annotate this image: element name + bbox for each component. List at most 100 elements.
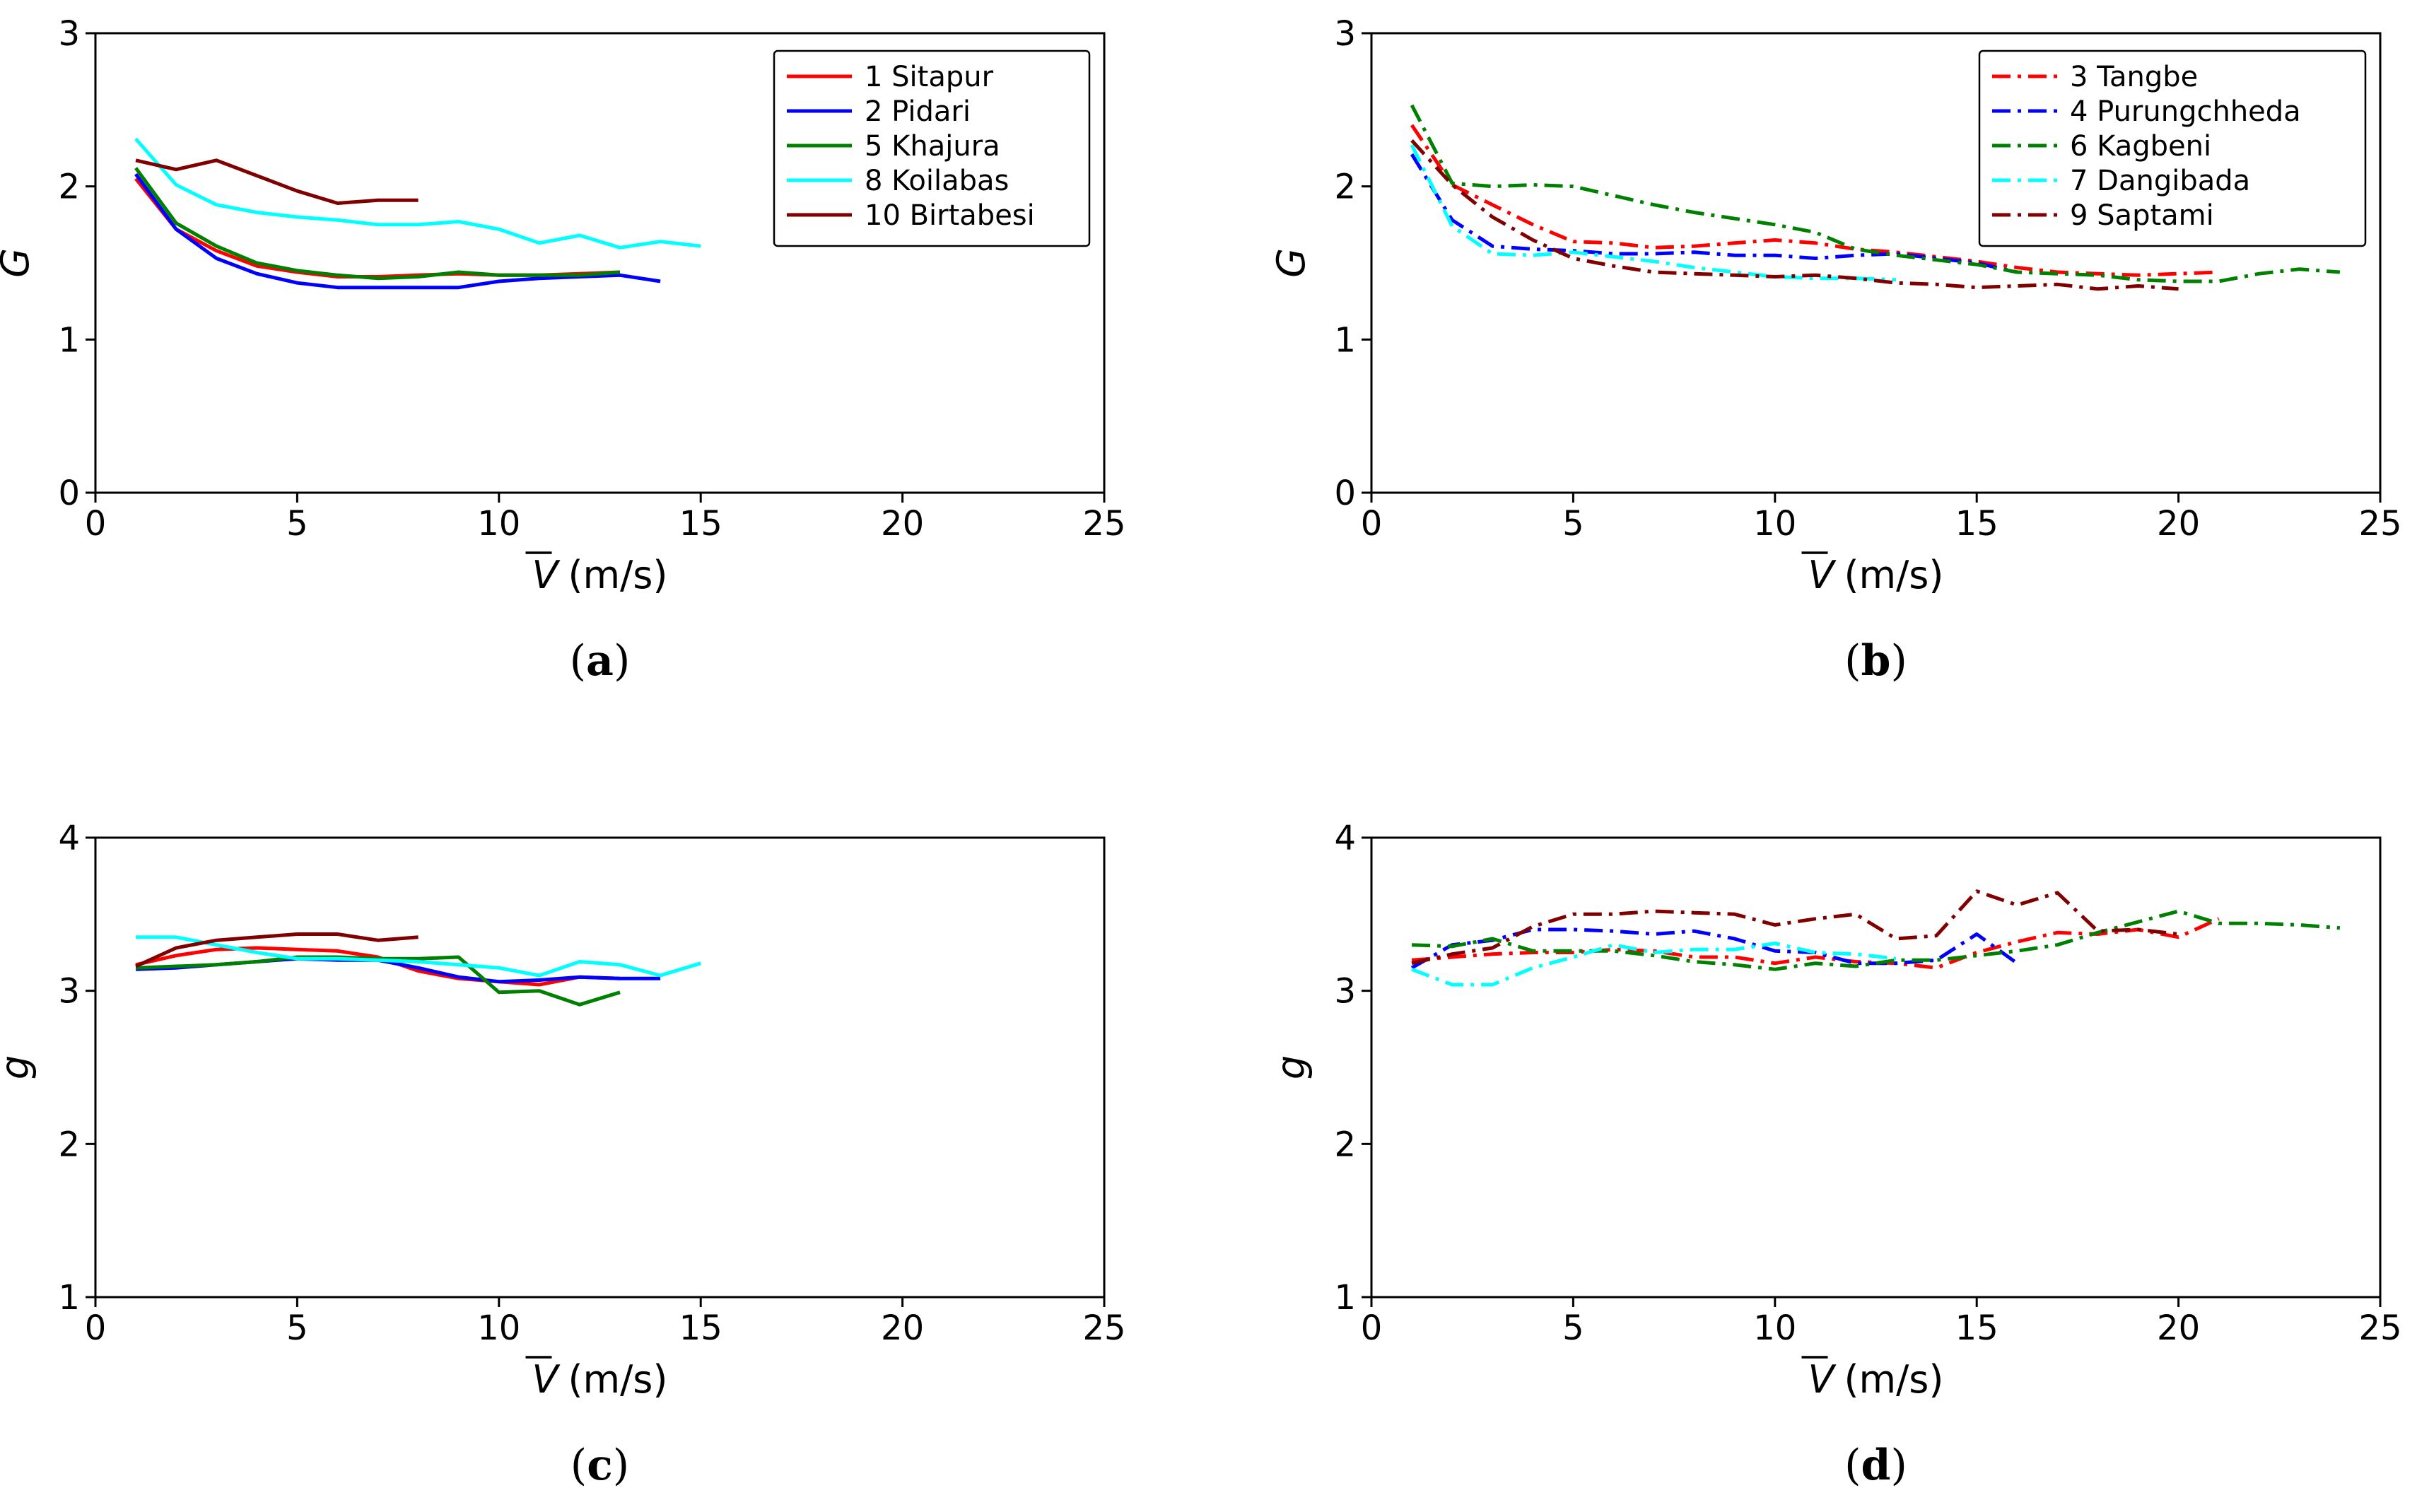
y-axis-label: g (1269, 1055, 1313, 1079)
series-line-3-tangbe (1410, 124, 2219, 277)
y-axis-label: G (1269, 248, 1313, 278)
series-line-5-khajura (134, 167, 621, 281)
panel-caption-letter: a (586, 636, 614, 686)
chart-panel-d: 0 5 10 15 20 25 1 2 3 4 g V (m/s) (d) (1269, 819, 2402, 1490)
x-tick-label: 15 (1955, 504, 1998, 544)
series-line-8-koilabas (136, 935, 701, 978)
x-tick-label: 25 (1082, 1308, 1125, 1348)
series-line-10-birtabesi (135, 158, 419, 205)
y-axis-label: g (0, 1055, 37, 1079)
series-line-6-kagbeni (1412, 909, 2341, 971)
panel-caption: (d) (1844, 1441, 1907, 1490)
y-tick-label: 1 (1334, 1278, 1356, 1318)
legend-box (773, 49, 1091, 247)
x-tick-label: 10 (1753, 504, 1796, 544)
x-tick-label: 15 (679, 1308, 722, 1348)
y-tick-label: 0 (1334, 474, 1356, 513)
legend-entry-label: 8 Koilabas (865, 165, 1009, 197)
axes-frame (1370, 32, 2382, 494)
y-tick-label: 3 (58, 14, 80, 54)
x-axis-unit: (m/s) (1844, 1357, 1943, 1402)
axes-frame (1370, 836, 2382, 1299)
series-line-10-birtabesi (135, 932, 419, 968)
series-line-2-pidari (134, 172, 661, 290)
y-tick-label: 4 (1334, 819, 1356, 858)
legend-entry-label: 9 Saptami (2070, 199, 2214, 232)
x-axis-symbol: V (532, 1357, 561, 1402)
y-tick-label: 2 (1334, 168, 1356, 207)
x-axis-symbol: V (1808, 553, 1837, 597)
legend-entry-label: 1 Sitapur (865, 61, 994, 93)
x-tick-label: 0 (1361, 1308, 1383, 1348)
x-axis-unit: (m/s) (568, 553, 667, 597)
axes-frame (94, 836, 1106, 1299)
x-tick-label: 5 (286, 1308, 308, 1348)
series-line-7-dangibada (1410, 144, 1897, 282)
x-tick-label: 25 (2358, 504, 2401, 544)
x-axis-unit: (m/s) (1844, 553, 1943, 597)
y-tick-label: 3 (58, 972, 80, 1012)
y-tick-label: 1 (1334, 320, 1356, 360)
panel-caption-letter: b (1861, 636, 1891, 686)
x-tick-label: 10 (477, 1308, 520, 1348)
x-tick-label: 20 (881, 504, 924, 544)
y-tick-label: 2 (58, 1125, 80, 1164)
y-tick-label: 3 (1334, 972, 1356, 1012)
y-tick-label: 1 (58, 320, 80, 360)
x-tick-label: 5 (1562, 504, 1584, 544)
x-tick-label: 20 (2157, 1308, 2200, 1348)
y-axis-label: G (0, 248, 37, 278)
panel-caption-letter: c (587, 1441, 613, 1490)
legend-entry-label: 7 Dangibada (2070, 165, 2250, 197)
y-tick-label: 2 (58, 168, 80, 207)
x-tick-label: 15 (1955, 1308, 1998, 1348)
axes-frame (94, 32, 1106, 494)
series-line-8-koilabas (134, 137, 701, 250)
y-tick-label: 0 (58, 474, 80, 513)
x-axis-label: V (m/s) (1808, 553, 1943, 597)
legend-entry-label: 10 Birtabesi (865, 199, 1035, 232)
y-tick-label: 2 (1334, 1125, 1356, 1164)
series-line-7-dangibada (1411, 942, 1897, 987)
x-tick-label: 20 (2157, 504, 2200, 544)
panel-caption-letter: d (1861, 1441, 1891, 1490)
panel-caption: (b) (1844, 636, 1907, 686)
y-tick-label: 1 (58, 1278, 80, 1318)
panel-caption: (a) (570, 636, 631, 686)
x-tick-label: 10 (477, 504, 520, 544)
y-tick-label: 3 (1334, 14, 1356, 54)
x-tick-label: 0 (85, 504, 107, 544)
legend-entry-label: 6 Kagbeni (2070, 130, 2211, 163)
legend-box (1978, 49, 2367, 247)
series-line-4-purungchheda (1410, 153, 2018, 274)
x-tick-label: 25 (2358, 1308, 2401, 1348)
legend-entry-label: 2 Pidari (865, 95, 971, 128)
legend-entry-label: 3 Tangbe (2070, 61, 2198, 93)
x-tick-label: 15 (679, 504, 722, 544)
x-axis-label: V (m/s) (532, 1357, 667, 1402)
series-line-9-saptami (1411, 889, 2179, 966)
legend-entry-label: 5 Khajura (865, 130, 1000, 163)
x-axis-label: V (m/s) (1808, 1357, 1943, 1402)
panel-caption: (c) (570, 1441, 629, 1490)
x-tick-label: 5 (286, 504, 308, 544)
x-axis-symbol: V (532, 553, 561, 597)
x-axis-unit: (m/s) (568, 1357, 667, 1402)
chart-panel-c: 0 5 10 15 20 25 1 2 3 4 g V(m/s) (c) (0, 819, 1126, 1490)
series-line-6-kagbeni (1410, 104, 2341, 283)
x-tick-label: 0 (85, 1308, 107, 1348)
x-tick-label: 10 (1753, 1308, 1796, 1348)
x-tick-label: 20 (881, 1308, 924, 1348)
x-axis-label: V (m/s) (532, 553, 667, 597)
legend-entry-label: 4 Purungchheda (2070, 95, 2301, 128)
y-tick-label: 4 (58, 819, 80, 858)
x-tick-label: 25 (1082, 504, 1125, 544)
x-tick-label: 5 (1562, 1308, 1584, 1348)
x-axis-symbol: V (1808, 1357, 1837, 1402)
